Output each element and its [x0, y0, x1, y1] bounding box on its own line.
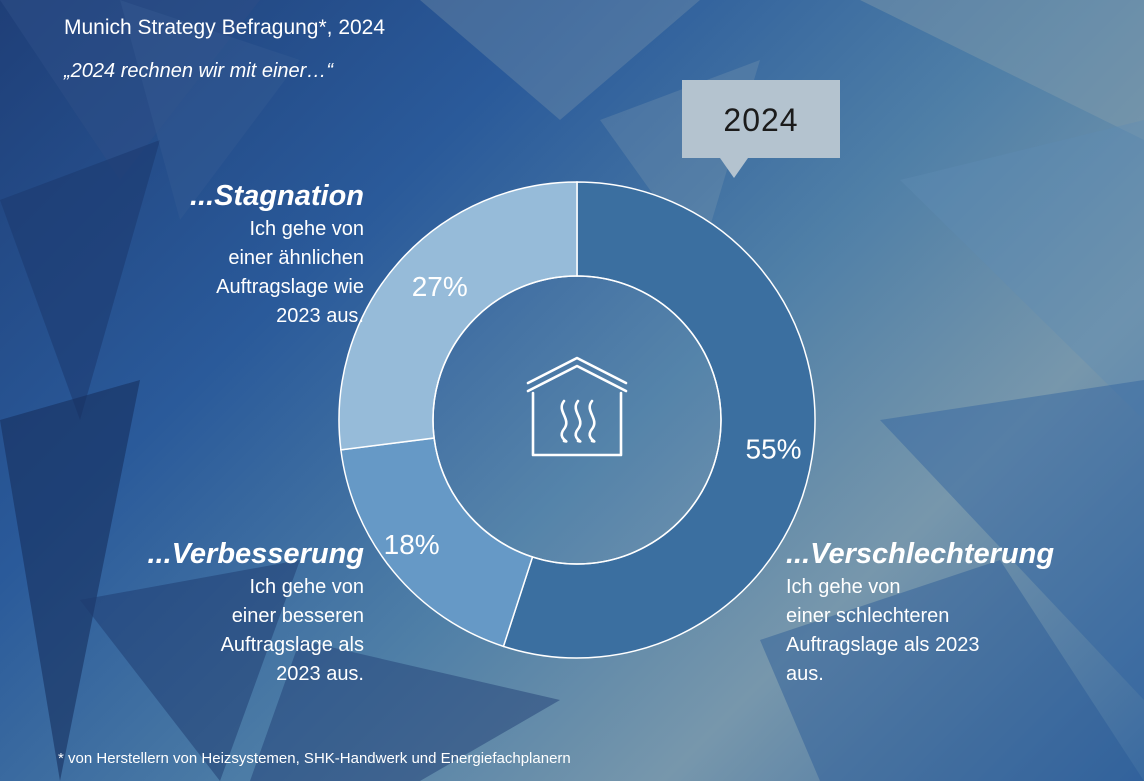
label-stagnation-heading: ...Stagnation — [190, 180, 364, 212]
slice-value-verschlechterung: 55% — [746, 434, 802, 465]
slice-value-verbesserung: 18% — [384, 529, 440, 560]
label-group-verschlechterung: ...Verschlechterung Ich gehe von einer s… — [786, 538, 1054, 689]
year-badge-text: 2024 — [723, 102, 799, 138]
desc-line: Auftragslage als 2023 — [786, 634, 980, 656]
desc-line: Ich gehe von — [249, 576, 364, 598]
desc-line: 2023 aus. — [276, 663, 364, 685]
desc-line: einer ähnlichen — [228, 247, 364, 269]
desc-line: 2023 aus. — [276, 305, 364, 327]
label-stagnation-description: Ich gehe von einer ähnlichen Auftragslag… — [190, 215, 364, 331]
desc-line: einer schlechteren — [786, 605, 950, 627]
desc-line: Ich gehe von — [249, 218, 364, 240]
desc-line: Auftragslage als — [220, 634, 364, 656]
footnote: * von Herstellern von Heizsystemen, SHK-… — [58, 750, 571, 767]
desc-line: einer besseren — [231, 605, 364, 627]
desc-line: aus. — [786, 663, 824, 685]
year-badge: 2024 — [682, 80, 840, 158]
label-verbesserung-description: Ich gehe von einer besseren Auftragslage… — [147, 573, 364, 689]
label-group-verbesserung: ...Verbesserung Ich gehe von einer besse… — [147, 538, 364, 689]
year-badge-pointer — [720, 158, 748, 178]
page-subtitle: „2024 rechnen wir mit einer…“ — [64, 60, 333, 82]
label-verschlechterung-description: Ich gehe von einer schlechteren Auftrags… — [786, 573, 1054, 689]
donut-hole — [432, 275, 722, 565]
house-heating-icon — [526, 356, 628, 457]
desc-line: Auftragslage wie — [216, 276, 364, 298]
page-title: Munich Strategy Befragung*, 2024 — [64, 16, 386, 39]
label-verschlechterung-heading: ...Verschlechterung — [786, 538, 1055, 570]
label-group-stagnation: ...Stagnation Ich gehe von einer ähnlich… — [190, 180, 364, 331]
desc-line: Ich gehe von — [786, 576, 901, 598]
label-verbesserung-heading: ...Verbesserung — [147, 538, 364, 570]
slice-value-stagnation: 27% — [412, 271, 468, 302]
